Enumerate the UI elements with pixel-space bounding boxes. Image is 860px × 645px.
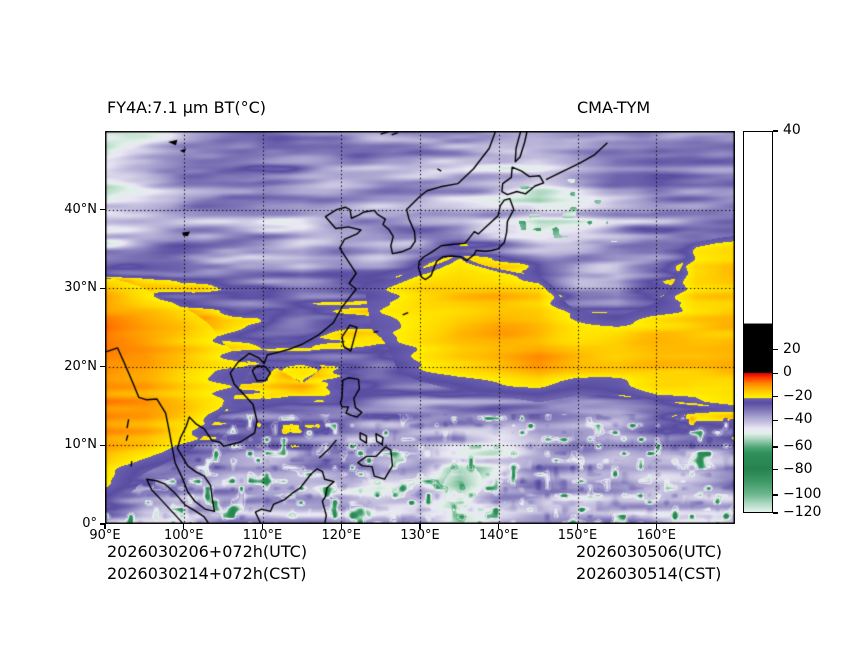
colorbar-tick-label: −120 <box>783 504 822 520</box>
colorbar-tick-label: −20 <box>783 387 813 404</box>
lon-tick-mark <box>183 524 185 529</box>
colorbar-tick-label: 40 <box>783 122 801 138</box>
colorbar-tick-mark <box>773 419 778 421</box>
lat-tick-label: 20°N <box>64 358 97 374</box>
lon-tick-mark <box>655 524 657 529</box>
lon-tick-label: 90°E <box>89 528 121 543</box>
lon-tick-mark <box>498 524 500 529</box>
lat-tick-mark <box>100 444 105 446</box>
colorbar-tick-label: −80 <box>783 460 813 477</box>
bt-heatmap-canvas <box>105 131 735 524</box>
lon-tick-mark <box>261 524 264 529</box>
lon-tick-label: 110°E <box>242 528 283 543</box>
colorbar-tick-mark <box>773 446 778 448</box>
lon-tick-label: 140°E <box>478 528 519 543</box>
colorbar-tick-label: −100 <box>783 486 822 503</box>
lat-tick-mark <box>100 366 105 368</box>
colorbar-tick-label: 0 <box>783 364 792 381</box>
model-label: CMA-TYM <box>577 98 651 117</box>
colorbar-tick-label: −40 <box>783 411 813 428</box>
lat-tick-mark <box>100 523 105 525</box>
valid-time-cst: 2026030514(CST) <box>576 564 722 583</box>
figure-title: FY4A:7.1 μm BT(°C) <box>107 98 266 117</box>
init-time-utc: 2026030206+072h(UTC) <box>107 542 308 561</box>
lat-tick-mark <box>100 287 105 289</box>
lat-tick-label: 40°N <box>64 201 97 217</box>
colorbar-tick-mark <box>773 372 778 374</box>
colorbar-tick-mark <box>773 469 778 471</box>
colorbar-tick-label: −60 <box>783 437 813 454</box>
colorbar-tick-mark <box>773 396 778 398</box>
lon-tick-label: 100°E <box>163 528 204 543</box>
lon-tick-mark <box>419 524 421 529</box>
colorbar-tick-label: 20 <box>783 340 801 357</box>
colorbar-tick-mark <box>773 494 778 496</box>
lat-tick-label: 30°N <box>64 280 97 296</box>
lon-tick-label: 160°E <box>636 528 677 543</box>
lon-tick-mark <box>104 524 106 529</box>
lon-tick-label: 130°E <box>400 528 440 543</box>
lat-tick-label: 0° <box>82 516 97 531</box>
lat-tick-label: 10°N <box>64 437 97 453</box>
lon-tick-mark <box>340 524 342 529</box>
colorbar <box>743 131 773 513</box>
colorbar-tick-mark <box>773 512 778 514</box>
map-panel <box>105 131 735 524</box>
colorbar-tick-mark <box>773 130 778 132</box>
valid-time-utc: 2026030506(UTC) <box>576 542 722 561</box>
lat-tick-mark <box>100 209 105 211</box>
lon-tick-mark <box>576 524 579 529</box>
lon-tick-label: 150°E <box>557 528 598 543</box>
lon-tick-label: 120°E <box>321 528 362 543</box>
init-time-cst: 2026030214+072h(CST) <box>107 564 307 583</box>
colorbar-tick-mark <box>773 349 778 351</box>
